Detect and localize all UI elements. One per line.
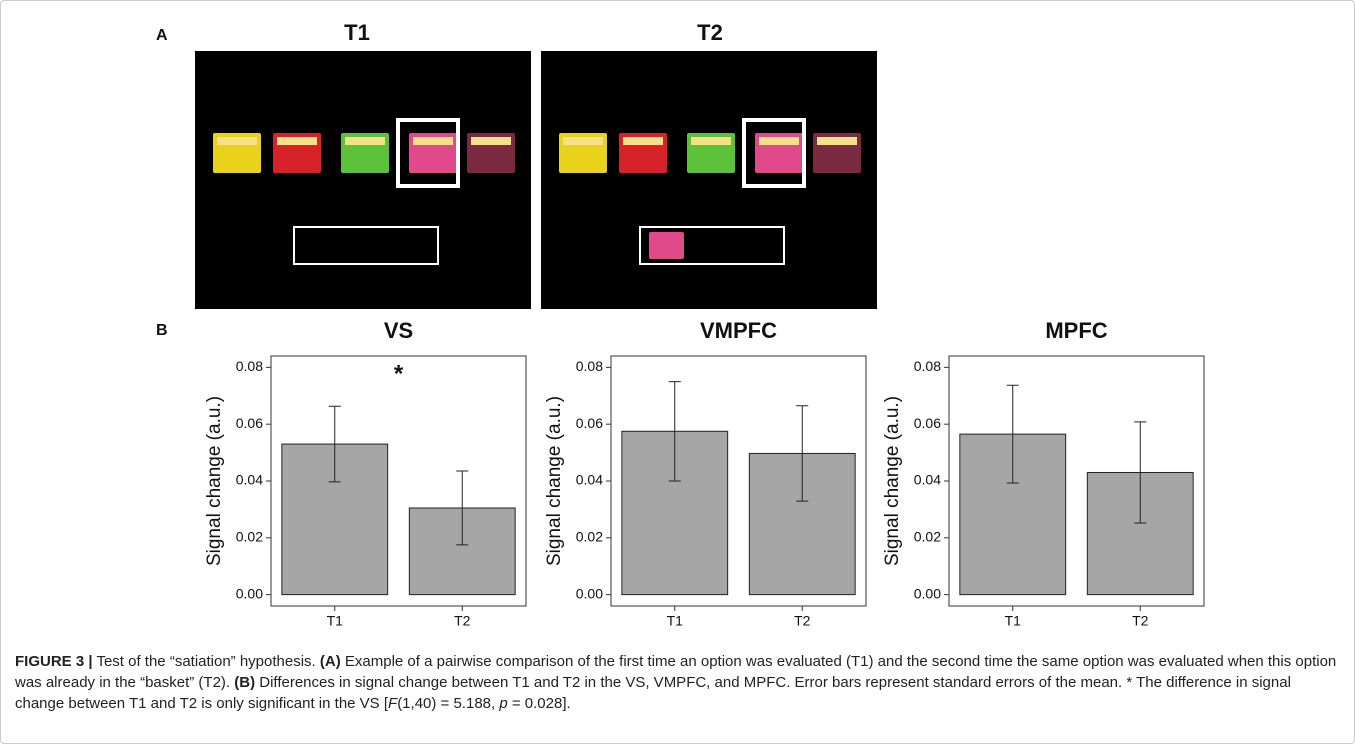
significance-marker: *	[394, 360, 404, 387]
product-label	[217, 137, 257, 145]
figure-panels: A B T1 T2 VS Signal change (a.u.) 0.00 0.02…	[1, 1, 1354, 646]
basket-product	[649, 232, 684, 259]
y-axis-label: Signal change (a.u.)	[204, 396, 225, 566]
x-tick-label: T1	[327, 613, 344, 629]
caption-text: FIGURE 3 |	[15, 653, 93, 670]
panel-label: B	[156, 322, 168, 339]
y-tick-label: 0.06	[914, 415, 941, 431]
screen	[195, 51, 531, 309]
y-tick-label: 0.02	[576, 529, 603, 545]
product-label	[817, 137, 857, 145]
y-tick-label: 0.08	[576, 358, 603, 374]
y-tick-label: 0.08	[236, 358, 263, 374]
x-tick-label: T2	[454, 613, 471, 629]
product-label	[345, 137, 385, 145]
y-tick-label: 0.00	[914, 585, 941, 601]
x-tick-label: T1	[667, 613, 684, 629]
caption-text: = 0.028].	[508, 695, 571, 712]
y-axis-label: Signal change (a.u.)	[544, 396, 565, 566]
product-label	[691, 137, 731, 145]
caption: FIGURE 3 | Test of the “satiation” hypot…	[15, 651, 1340, 714]
product-label	[471, 137, 511, 145]
product-label	[623, 137, 663, 145]
task-screens	[195, 51, 877, 309]
caption-text: F	[388, 695, 397, 712]
chart-title: VMPFC	[700, 318, 777, 343]
screen	[541, 51, 877, 309]
y-tick-label: 0.00	[236, 585, 263, 601]
caption-text: p	[499, 695, 507, 712]
y-tick-label: 0.06	[576, 415, 603, 431]
caption-text: (B)	[234, 674, 255, 691]
chart-title: MPFC	[1045, 318, 1107, 343]
y-tick-label: 0.00	[576, 585, 603, 601]
y-tick-label: 0.02	[236, 529, 263, 545]
x-tick-label: T1	[1005, 613, 1022, 629]
figure: A B T1 T2 VS Signal change (a.u.) 0.00 0.02…	[0, 0, 1355, 744]
caption-text: (1,40) = 5.188,	[397, 695, 499, 712]
product-label	[759, 137, 799, 145]
caption-text: (A)	[320, 653, 341, 670]
y-tick-label: 0.06	[236, 415, 263, 431]
x-tick-label: T2	[1132, 613, 1149, 629]
caption-text: Test of the “satiation” hypothesis.	[93, 653, 320, 670]
product-label	[277, 137, 317, 145]
y-tick-label: 0.08	[914, 358, 941, 374]
y-tick-label: 0.04	[914, 472, 941, 488]
screen-title: T1	[344, 20, 370, 45]
screen-title: T2	[697, 20, 723, 45]
panel-label: A	[156, 27, 168, 44]
product-label	[563, 137, 603, 145]
y-tick-label: 0.04	[236, 472, 263, 488]
chart-title: VS	[384, 318, 413, 343]
y-axis-label: Signal change (a.u.)	[882, 396, 903, 566]
x-tick-label: T2	[794, 613, 811, 629]
product-label	[413, 137, 453, 145]
y-tick-label: 0.04	[576, 472, 603, 488]
y-tick-label: 0.02	[914, 529, 941, 545]
